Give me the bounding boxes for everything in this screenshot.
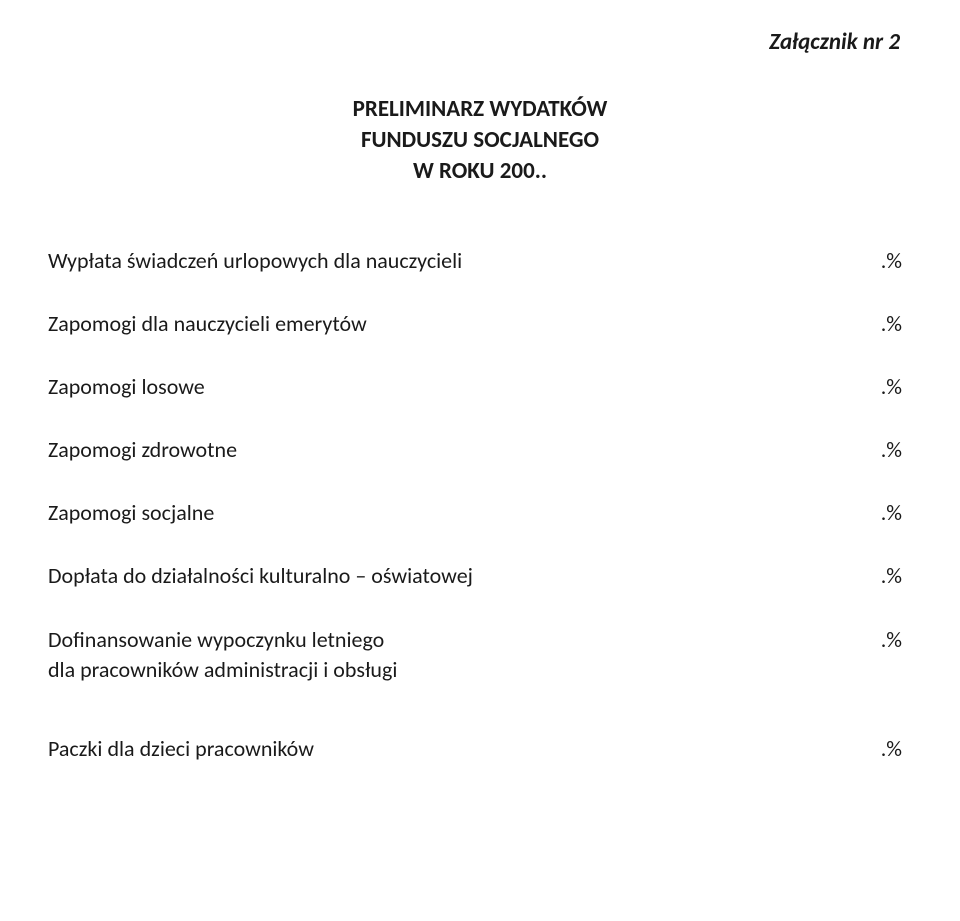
line-item-value: .% [842, 499, 912, 526]
line-item-value: .% [842, 735, 912, 762]
attachment-header: Załącznik nr 2 [48, 28, 912, 56]
document-title: PRELIMINARZ WYDATKÓW FUNDUSZU SOCJALNEGO… [48, 94, 912, 187]
line-item-label: Dopłata do działalności kulturalno – ośw… [48, 562, 473, 589]
title-line-1: PRELIMINARZ WYDATKÓW [48, 94, 912, 125]
line-item: Wypłata świadczeń urlopowych dla nauczyc… [48, 247, 912, 274]
line-item-label: Zapomogi losowe [48, 373, 205, 400]
line-item: Zapomogi losowe .% [48, 373, 912, 400]
line-item-value: .% [842, 626, 912, 653]
line-item-value: .% [842, 436, 912, 463]
line-item-label: Wypłata świadczeń urlopowych dla nauczyc… [48, 247, 462, 274]
line-item-label: Zapomogi dla nauczycieli emerytów [48, 310, 367, 337]
line-item-label: Paczki dla dzieci pracowników [48, 735, 314, 762]
document-page: Załącznik nr 2 PRELIMINARZ WYDATKÓW FUND… [0, 0, 960, 921]
line-item: Dofinansowanie wypoczynku letniego dla p… [48, 625, 912, 684]
title-line-2: FUNDUSZU SOCJALNEGO [48, 125, 912, 156]
line-item-label: Zapomogi socjalne [48, 499, 214, 526]
line-item: Zapomogi socjalne .% [48, 499, 912, 526]
line-item-label: Zapomogi zdrowotne [48, 436, 237, 463]
line-item: Zapomogi dla nauczycieli emerytów .% [48, 310, 912, 337]
line-item-value: .% [842, 562, 912, 589]
line-item-label: Dofinansowanie wypoczynku letniego dla p… [48, 625, 397, 684]
line-item-value: .% [842, 373, 912, 400]
line-item: Dopłata do działalności kulturalno – ośw… [48, 562, 912, 589]
title-line-3: W ROKU 200.. [48, 156, 912, 187]
line-item-value: .% [842, 247, 912, 274]
line-item: Paczki dla dzieci pracowników .% [48, 735, 912, 762]
line-item: Zapomogi zdrowotne .% [48, 436, 912, 463]
line-item-value: .% [842, 310, 912, 337]
